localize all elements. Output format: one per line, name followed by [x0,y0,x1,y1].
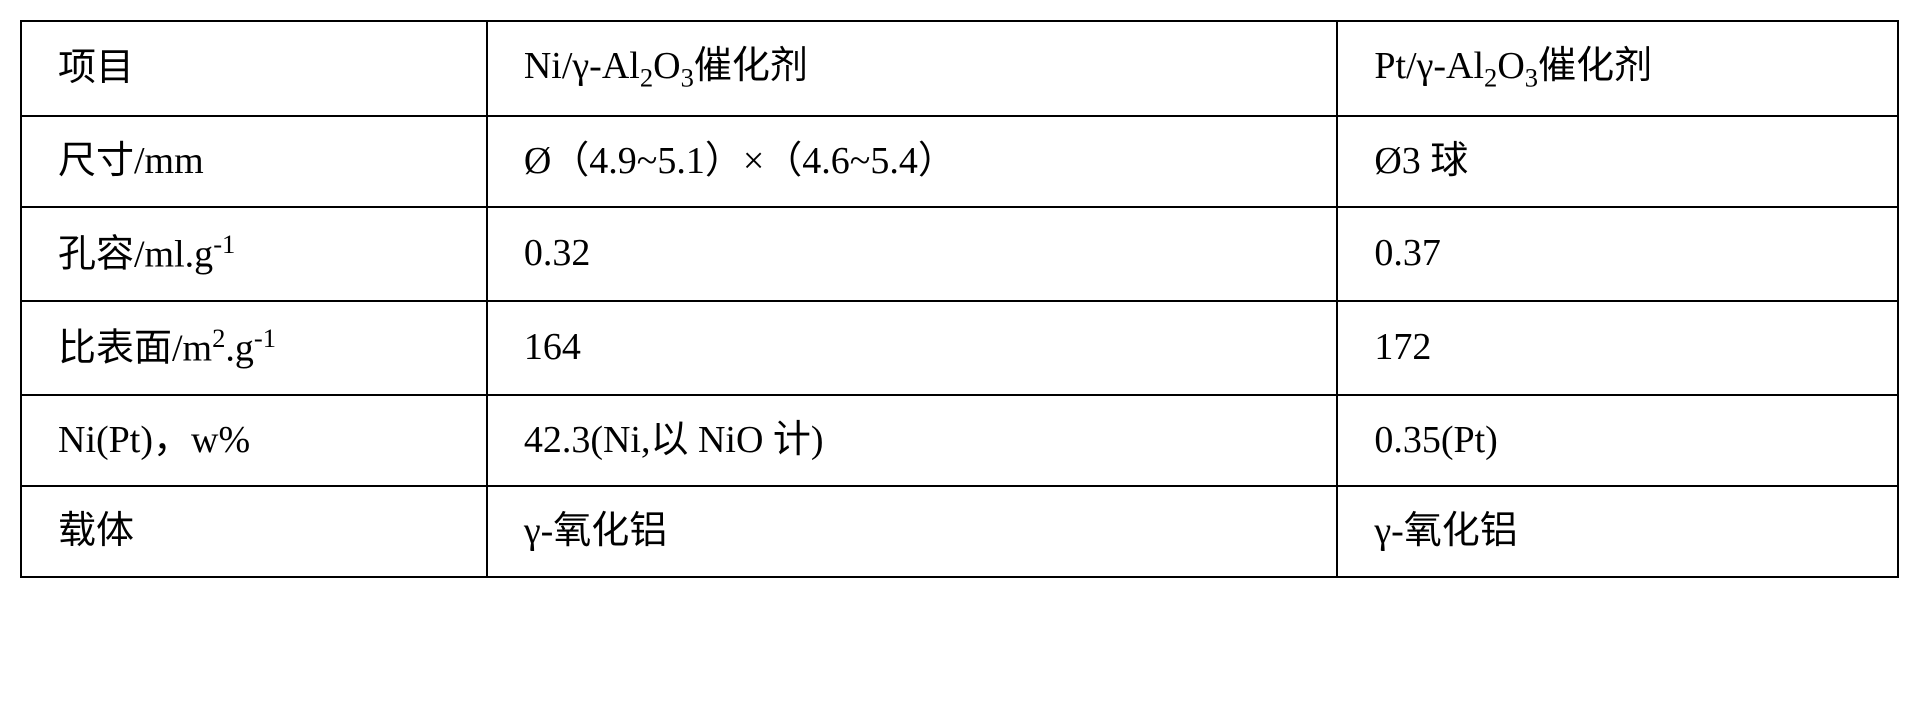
table-row: 孔容/ml.g-1 0.32 0.37 [21,207,1898,301]
cell-loading-ni: 42.3(Ni,以 NiO 计) [487,395,1338,486]
cell-surface-pt: 172 [1337,301,1898,395]
table-row: 载体 γ-氧化铝 γ-氧化铝 [21,486,1898,577]
table-row: 尺寸/mm Ø（4.9~5.1）×（4.6~5.4） Ø3 球 [21,116,1898,207]
row-label-pore-volume: 孔容/ml.g-1 [21,207,487,301]
catalyst-properties-table: 项目 Ni/γ-Al2O3催化剂 Pt/γ-Al2O3催化剂 尺寸/mm Ø（4… [20,20,1899,578]
cell-carrier-pt: γ-氧化铝 [1337,486,1898,577]
table-row: 比表面/m2.g-1 164 172 [21,301,1898,395]
cell-size-ni: Ø（4.9~5.1）×（4.6~5.4） [487,116,1338,207]
cell-carrier-ni: γ-氧化铝 [487,486,1338,577]
header-item: 项目 [21,21,487,116]
table-header-row: 项目 Ni/γ-Al2O3催化剂 Pt/γ-Al2O3催化剂 [21,21,1898,116]
row-label-size: 尺寸/mm [21,116,487,207]
cell-loading-pt: 0.35(Pt) [1337,395,1898,486]
table-row: Ni(Pt)，w% 42.3(Ni,以 NiO 计) 0.35(Pt) [21,395,1898,486]
cell-size-pt: Ø3 球 [1337,116,1898,207]
header-pt-catalyst: Pt/γ-Al2O3催化剂 [1337,21,1898,116]
header-ni-catalyst: Ni/γ-Al2O3催化剂 [487,21,1338,116]
cell-pore-ni: 0.32 [487,207,1338,301]
cell-surface-ni: 164 [487,301,1338,395]
cell-pore-pt: 0.37 [1337,207,1898,301]
row-label-metal-loading: Ni(Pt)，w% [21,395,487,486]
row-label-surface-area: 比表面/m2.g-1 [21,301,487,395]
row-label-carrier: 载体 [21,486,487,577]
